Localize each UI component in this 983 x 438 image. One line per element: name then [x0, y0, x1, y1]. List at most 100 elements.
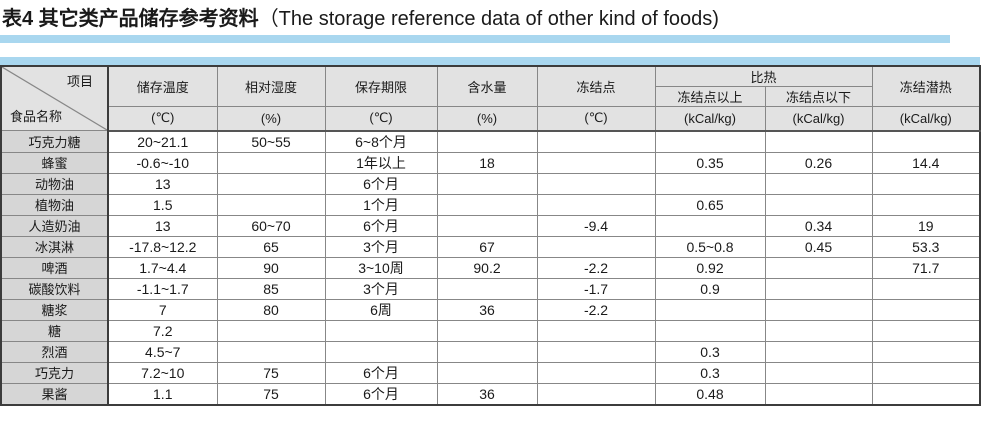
data-cell: 1.5: [107, 193, 218, 216]
data-cell: [764, 256, 873, 279]
food-name-cell: 巧克力: [0, 361, 109, 384]
data-cell: 14.4: [871, 151, 981, 174]
data-cell: [216, 319, 326, 342]
data-cell: 6个月: [324, 172, 438, 195]
corner-header-cell: 项目 食品名称: [0, 65, 109, 131]
data-cell: [536, 172, 656, 195]
data-cell: 0.3: [654, 361, 766, 384]
data-cell: [764, 382, 873, 405]
data-cell: [536, 235, 656, 258]
data-cell: [324, 340, 438, 363]
unit-below-freezing: (kCal/kg): [764, 106, 873, 132]
food-name-cell: 碳酸饮料: [0, 277, 109, 300]
data-cell: [871, 382, 981, 405]
data-cell: [764, 361, 873, 384]
data-cell: [536, 193, 656, 216]
data-cell: [871, 361, 981, 384]
data-cell: 80: [216, 298, 326, 321]
table-row: 啤酒 1.7~4.4 90 3~10周 90.2 -2.2 0.92 71.7: [0, 256, 981, 279]
col-header-above-freezing: 冻结点以上: [654, 86, 766, 107]
data-cell: 0.26: [764, 151, 873, 174]
data-cell: 3个月: [324, 235, 438, 258]
data-cell: [536, 340, 656, 363]
table-body: 巧克力糖 20~21.1 50~55 6~8个月 蜂蜜 -0.6~-10 1年以上 18 0.3…: [0, 130, 981, 405]
food-name-cell: 啤酒: [0, 256, 109, 279]
col-header-latent-heat: 冻结潜热: [871, 65, 981, 107]
accent-bar-top: [0, 35, 950, 43]
data-cell: [536, 382, 656, 405]
data-cell: 7: [107, 298, 218, 321]
data-cell: [654, 298, 766, 321]
data-cell: 0.9: [654, 277, 766, 300]
data-cell: [216, 172, 326, 195]
table-row: 蜂蜜 -0.6~-10 1年以上 18 0.35 0.26 14.4: [0, 151, 981, 174]
data-cell: 13: [107, 214, 218, 237]
data-cell: [764, 130, 873, 153]
data-cell: [436, 361, 538, 384]
table-row: 植物油 1.5 1个月 0.65: [0, 193, 981, 216]
data-cell: 1.1: [107, 382, 218, 405]
data-cell: -9.4: [536, 214, 656, 237]
data-cell: 67: [436, 235, 538, 258]
data-cell: [536, 130, 656, 153]
data-cell: 19: [871, 214, 981, 237]
data-cell: 18: [436, 151, 538, 174]
data-cell: 36: [436, 382, 538, 405]
data-cell: [654, 130, 766, 153]
data-cell: [654, 214, 766, 237]
col-header-storage-period: 保存期限: [324, 65, 438, 107]
table-row: 冰淇淋 -17.8~12.2 65 3个月 67 0.5~0.8 0.45 53.3: [0, 235, 981, 258]
unit-freezing-point: (℃): [536, 106, 656, 132]
data-cell: 4.5~7: [107, 340, 218, 363]
diagonal-divider: [2, 67, 107, 130]
data-cell: 1.7~4.4: [107, 256, 218, 279]
data-cell: 7.2~10: [107, 361, 218, 384]
data-cell: 6~8个月: [324, 130, 438, 153]
table-row: 巧克力糖 20~21.1 50~55 6~8个月: [0, 130, 981, 153]
data-cell: -2.2: [536, 298, 656, 321]
data-cell: [536, 319, 656, 342]
data-cell: [764, 277, 873, 300]
unit-storage-temp: (℃): [107, 106, 218, 132]
table-header: 项目 食品名称 储存温度 相对湿度 保存期限 含水量 冻结点 比热 冻结潜热 冻…: [0, 65, 981, 132]
data-cell: [764, 298, 873, 321]
data-cell: 3个月: [324, 277, 438, 300]
data-cell: [871, 298, 981, 321]
food-name-cell: 果酱: [0, 382, 109, 405]
food-name-cell: 人造奶油: [0, 214, 109, 237]
data-cell: 75: [216, 382, 326, 405]
data-cell: 0.35: [654, 151, 766, 174]
data-cell: 0.65: [654, 193, 766, 216]
data-cell: 36: [436, 298, 538, 321]
data-cell: 6个月: [324, 214, 438, 237]
data-cell: 0.48: [654, 382, 766, 405]
corner-label-item: 项目: [66, 74, 93, 89]
data-cell: 1个月: [324, 193, 438, 216]
data-cell: 6周: [324, 298, 438, 321]
title-chinese: 表4 其它类产品储存参考资料: [2, 8, 259, 30]
title-english: （The storage reference data of other kin…: [258, 8, 719, 30]
data-cell: [436, 277, 538, 300]
col-header-freezing-point: 冻结点: [536, 65, 656, 107]
data-cell: 3~10周: [324, 256, 438, 279]
data-cell: 90: [216, 256, 326, 279]
food-name-cell: 蜂蜜: [0, 151, 109, 174]
data-cell: 75: [216, 361, 326, 384]
col-header-storage-temp: 储存温度: [107, 65, 218, 107]
table-row: 人造奶油 13 60~70 6个月 -9.4 0.34 19: [0, 214, 981, 237]
corner-label-food-name: 食品名称: [10, 109, 63, 124]
unit-latent-heat: (kCal/kg): [871, 106, 981, 132]
data-cell: 13: [107, 172, 218, 195]
food-name-cell: 动物油: [0, 172, 109, 195]
data-cell: [216, 193, 326, 216]
data-cell: [216, 340, 326, 363]
table-row: 果酱 1.1 75 6个月 36 0.48: [0, 382, 981, 405]
data-cell: 85: [216, 277, 326, 300]
data-cell: [764, 340, 873, 363]
data-cell: [324, 319, 438, 342]
data-cell: -0.6~-10: [107, 151, 218, 174]
food-name-cell: 植物油: [0, 193, 109, 216]
data-cell: 0.3: [654, 340, 766, 363]
unit-relative-humidity: (%): [216, 106, 326, 132]
